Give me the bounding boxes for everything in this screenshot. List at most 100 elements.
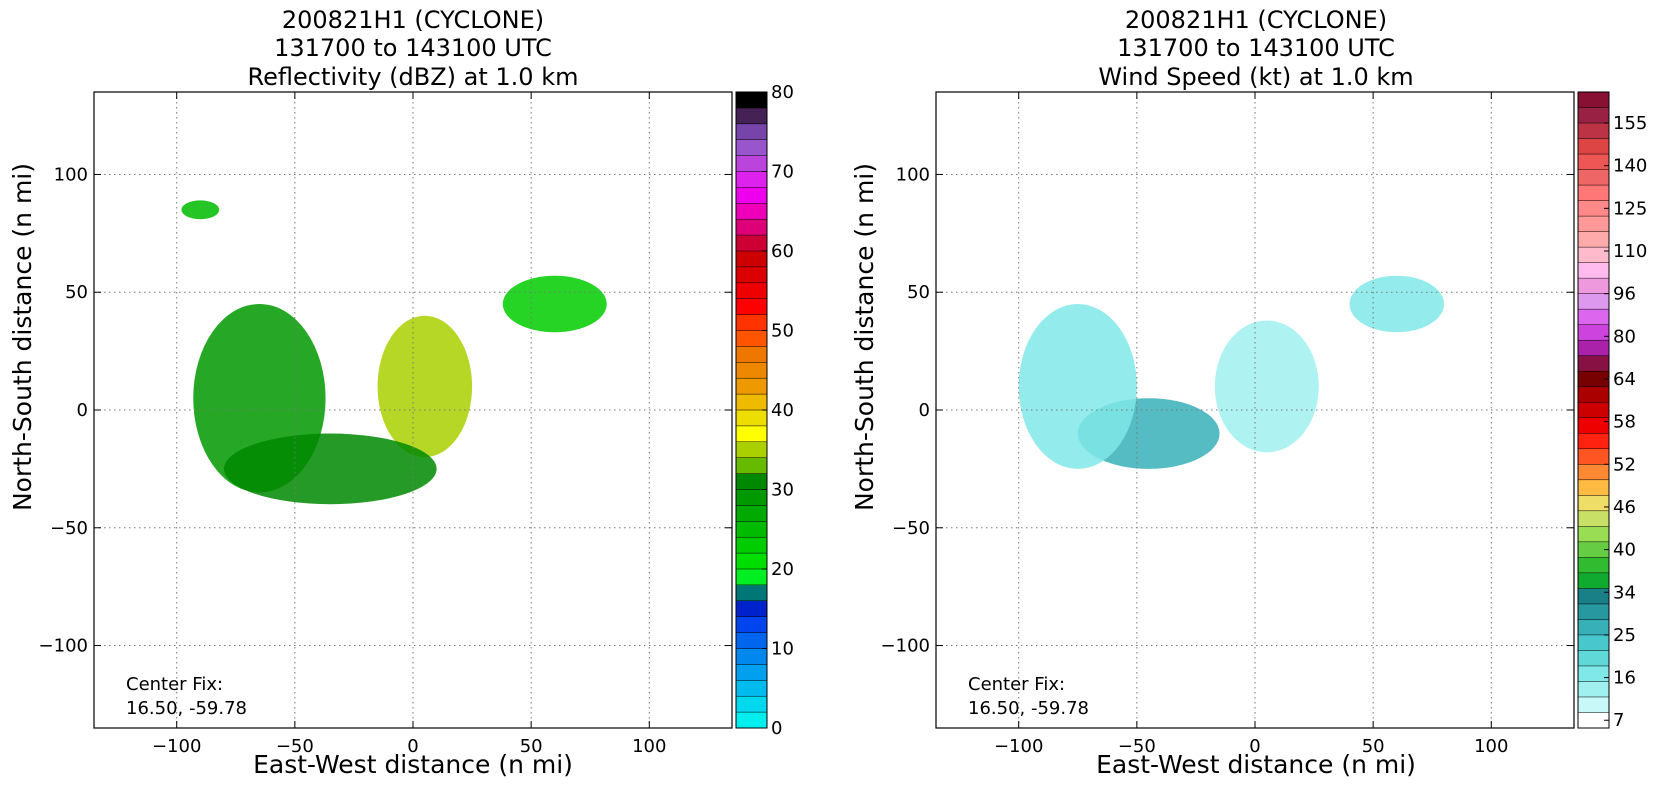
- colorbar-tick-label: 16: [1613, 668, 1636, 689]
- colorbar-segment: [736, 203, 767, 220]
- chart-title-line-1: 200821H1 (CYCLONE): [282, 6, 544, 34]
- colorbar-segment: [1578, 541, 1609, 558]
- y-tick-label: 50: [907, 282, 930, 303]
- center-fix-value: 16.50, -59.78: [968, 698, 1089, 719]
- colorbar-segment: [1578, 681, 1609, 698]
- colorbar-segment: [1578, 588, 1609, 605]
- colorbar-segment: [736, 314, 767, 331]
- echo-feature: [502, 275, 607, 333]
- colorbar-tick-label: 52: [1613, 454, 1636, 475]
- colorbar-tick-label: 25: [1613, 625, 1636, 646]
- colorbar-tick-label: 64: [1613, 369, 1636, 390]
- chart-title-line-2: 131700 to 143100 UTC: [274, 34, 552, 62]
- colorbar-segment: [1578, 355, 1609, 372]
- colorbar-segment: [736, 298, 767, 315]
- colorbar-tick-label: 60: [771, 241, 794, 262]
- colorbar-segment: [1578, 386, 1609, 403]
- colorbar-tick-label: 80: [1613, 326, 1636, 347]
- center-fix-value: 16.50, -59.78: [126, 698, 247, 719]
- colorbar-tick-label: 46: [1613, 497, 1636, 518]
- colorbar-segment: [736, 537, 767, 554]
- reflectivity-panel: 200821H1 (CYCLONE) 131700 to 143100 UTC …: [8, 6, 794, 779]
- x-tick-label: 50: [1362, 736, 1385, 757]
- colorbar-segment: [736, 425, 767, 443]
- colorbar-tick-label: 155: [1613, 113, 1647, 134]
- colorbar-segment: [736, 712, 767, 729]
- colorbar-segment: [736, 584, 767, 602]
- colorbar-segment: [1578, 154, 1609, 170]
- colorbar-segment: [1578, 169, 1609, 186]
- colorbar-segment: [1578, 262, 1609, 279]
- colorbar-segment: [736, 600, 767, 617]
- x-tick-label: 100: [1474, 736, 1508, 757]
- plot-area: −100 −50 0 50 100 −100 −50 0 50 100: [881, 91, 1575, 757]
- y-tick-label: 0: [77, 400, 88, 421]
- colorbar-tick-label: 10: [771, 639, 794, 660]
- colorbar-segment: [736, 266, 767, 284]
- colorbar-segment: [736, 187, 767, 204]
- colorbar-segment: [736, 473, 767, 490]
- y-tick-label: −100: [39, 636, 88, 657]
- colorbar-segment: [1578, 340, 1609, 357]
- colorbar-segment: [1578, 572, 1609, 589]
- colorbar-segment: [1578, 247, 1609, 263]
- colorbar-frame: [1577, 91, 1610, 729]
- colorbar-segment: [736, 394, 767, 411]
- colorbar-segment: [736, 378, 767, 395]
- echo-feature: [223, 433, 437, 505]
- colorbar-tick-label: 0: [771, 718, 782, 739]
- colorbar-segment: [1578, 216, 1609, 232]
- colorbar-segment: [736, 505, 767, 522]
- colorbar-segment: [1578, 185, 1609, 201]
- chart-title-line-2: 131700 to 143100 UTC: [1117, 34, 1395, 62]
- colorbar-segment: [1578, 92, 1609, 108]
- colorbar-segment: [736, 410, 767, 427]
- x-axis-label: East-West distance (n mi): [1096, 750, 1416, 779]
- colorbar-segment: [1578, 200, 1609, 217]
- colorbar-segment: [736, 616, 767, 633]
- colorbar-segment: [736, 219, 767, 236]
- colorbar-segment: [1578, 619, 1609, 636]
- chart-title-line-3: Reflectivity (dBZ) at 1.0 km: [248, 63, 579, 91]
- colorbar-segment: [736, 664, 767, 681]
- colorbar-segment: [736, 362, 767, 379]
- colorbar-tick-label: 140: [1613, 156, 1647, 177]
- colorbar-tick-label: 110: [1613, 241, 1647, 262]
- colorbar-tick-label: 80: [771, 82, 794, 103]
- wind-speed-panel: 200821H1 (CYCLONE) 131700 to 143100 UTC …: [850, 6, 1647, 779]
- colorbar-segment: [1578, 495, 1609, 512]
- colorbar-segment: [1578, 464, 1609, 481]
- colorbar-segment: [1578, 107, 1609, 124]
- colorbar-segment: [1578, 603, 1609, 620]
- y-tick-label: 100: [54, 164, 88, 185]
- echo-feature: [1214, 320, 1319, 453]
- y-tick-label: −50: [892, 518, 930, 539]
- colorbar-tick-label: 20: [771, 559, 794, 580]
- y-tick-label: 0: [919, 400, 930, 421]
- colorbar-segment: [1578, 231, 1609, 248]
- echo-feature: [181, 200, 220, 220]
- x-tick-label: 100: [632, 736, 666, 757]
- colorbar-segment: [736, 648, 767, 665]
- colorbar-segment: [736, 346, 767, 363]
- colorbar-tick-label: 30: [771, 480, 794, 501]
- colorbar-segment: [1578, 402, 1609, 419]
- colorbar-segment: [736, 171, 767, 188]
- plot-area: −100 −50 0 50 100 −100 −50 0 50 100: [39, 91, 733, 757]
- echo-feature: [377, 315, 473, 458]
- colorbar-segment: [736, 282, 767, 299]
- colorbar-segment: [736, 155, 767, 172]
- colorbar-segment: [736, 251, 767, 268]
- x-tick-label: 0: [407, 736, 418, 757]
- colorbar-segment: [1578, 324, 1609, 341]
- y-tick-label: −50: [50, 518, 88, 539]
- colorbar-segment: [1578, 417, 1609, 434]
- colorbar-segment: [1578, 557, 1609, 574]
- colorbar-tick-label: 125: [1613, 198, 1647, 219]
- colorbar-segment: [1578, 712, 1609, 729]
- colorbar-segment: [736, 553, 767, 570]
- colorbar-segment: [736, 441, 767, 458]
- colorbar-segment: [736, 107, 767, 125]
- x-tick-label: −50: [276, 736, 314, 757]
